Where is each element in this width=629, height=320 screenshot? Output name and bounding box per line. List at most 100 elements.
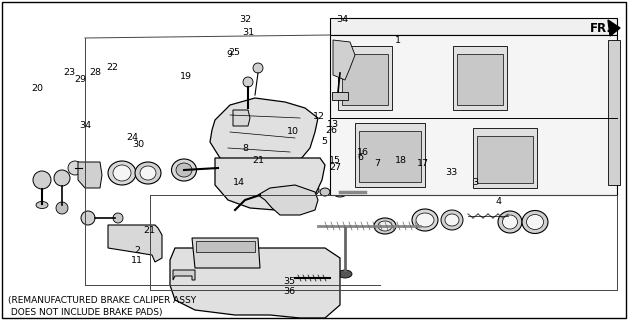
Polygon shape (332, 92, 348, 100)
Polygon shape (215, 158, 325, 210)
Polygon shape (608, 40, 620, 185)
Circle shape (253, 63, 263, 73)
Circle shape (198, 264, 226, 292)
Text: 21: 21 (252, 156, 264, 165)
Polygon shape (330, 35, 617, 195)
Circle shape (33, 171, 51, 189)
Text: 17: 17 (416, 159, 429, 168)
Text: 33: 33 (445, 168, 457, 177)
Text: 10: 10 (286, 127, 299, 136)
Ellipse shape (441, 210, 463, 230)
Polygon shape (173, 270, 195, 280)
Polygon shape (258, 185, 318, 215)
Polygon shape (333, 40, 355, 80)
Text: 16: 16 (357, 148, 369, 157)
Text: 5: 5 (321, 137, 327, 146)
Ellipse shape (378, 221, 392, 231)
Circle shape (470, 62, 490, 82)
Polygon shape (477, 136, 533, 183)
Circle shape (113, 213, 123, 223)
Polygon shape (457, 54, 503, 105)
Text: 19: 19 (179, 72, 192, 81)
Ellipse shape (320, 188, 330, 196)
Ellipse shape (176, 163, 192, 177)
Ellipse shape (445, 214, 459, 226)
Ellipse shape (526, 214, 543, 229)
Text: 14: 14 (233, 178, 245, 187)
Ellipse shape (522, 211, 548, 234)
Polygon shape (233, 110, 250, 126)
Ellipse shape (172, 159, 196, 181)
Text: 2: 2 (134, 246, 140, 255)
Text: 22: 22 (106, 63, 118, 72)
Circle shape (81, 211, 95, 225)
Text: 4: 4 (496, 197, 502, 206)
Circle shape (56, 202, 68, 214)
Text: 12: 12 (313, 112, 325, 121)
Polygon shape (192, 238, 260, 268)
Text: 8: 8 (242, 144, 248, 153)
Polygon shape (359, 131, 421, 182)
Polygon shape (108, 225, 162, 262)
Circle shape (128, 233, 142, 247)
Text: 3: 3 (472, 178, 478, 187)
Text: 27: 27 (329, 163, 342, 172)
Ellipse shape (503, 215, 518, 229)
Text: 13: 13 (327, 120, 340, 129)
Circle shape (494, 147, 516, 169)
Text: 23: 23 (63, 68, 75, 76)
Ellipse shape (374, 218, 396, 234)
Circle shape (285, 271, 299, 285)
Text: 34: 34 (336, 15, 348, 24)
Text: FR.: FR. (590, 22, 612, 35)
Ellipse shape (333, 187, 347, 197)
Text: 26: 26 (325, 126, 338, 135)
Text: 6: 6 (357, 153, 364, 162)
Circle shape (281, 271, 309, 299)
Circle shape (335, 63, 345, 73)
Ellipse shape (108, 161, 136, 185)
Circle shape (243, 77, 253, 87)
Text: 35: 35 (283, 277, 296, 286)
Polygon shape (210, 98, 318, 172)
Text: 31: 31 (242, 28, 255, 36)
Text: 1: 1 (394, 36, 401, 44)
Text: 25: 25 (228, 48, 241, 57)
Polygon shape (170, 248, 340, 318)
Ellipse shape (416, 213, 434, 227)
Text: 24: 24 (126, 133, 138, 142)
Text: 7: 7 (374, 159, 381, 168)
Polygon shape (196, 241, 255, 252)
Text: 28: 28 (89, 68, 102, 77)
Circle shape (54, 170, 70, 186)
Polygon shape (330, 18, 617, 35)
Ellipse shape (36, 202, 48, 209)
Polygon shape (473, 128, 537, 188)
Circle shape (235, 112, 247, 124)
Circle shape (358, 146, 382, 170)
Circle shape (260, 154, 276, 170)
Ellipse shape (412, 209, 438, 231)
Circle shape (231, 296, 249, 314)
Ellipse shape (113, 165, 131, 181)
Text: 36: 36 (283, 287, 296, 296)
Ellipse shape (301, 184, 319, 196)
Text: 29: 29 (74, 75, 86, 84)
Ellipse shape (135, 162, 161, 184)
Ellipse shape (338, 270, 352, 278)
Polygon shape (355, 123, 425, 187)
Text: 32: 32 (239, 15, 252, 24)
Text: 18: 18 (395, 156, 408, 165)
Ellipse shape (140, 166, 156, 180)
Polygon shape (338, 46, 392, 110)
Text: 11: 11 (131, 256, 143, 265)
Text: (REMANUFACTURED BRAKE CALIPER ASSY: (REMANUFACTURED BRAKE CALIPER ASSY (8, 296, 196, 305)
Polygon shape (608, 20, 620, 36)
Polygon shape (453, 46, 507, 110)
Text: 15: 15 (329, 156, 342, 164)
Circle shape (320, 280, 330, 290)
Text: 21: 21 (143, 226, 156, 235)
Text: 34: 34 (79, 121, 92, 130)
Text: 30: 30 (132, 140, 145, 149)
Polygon shape (78, 162, 102, 188)
